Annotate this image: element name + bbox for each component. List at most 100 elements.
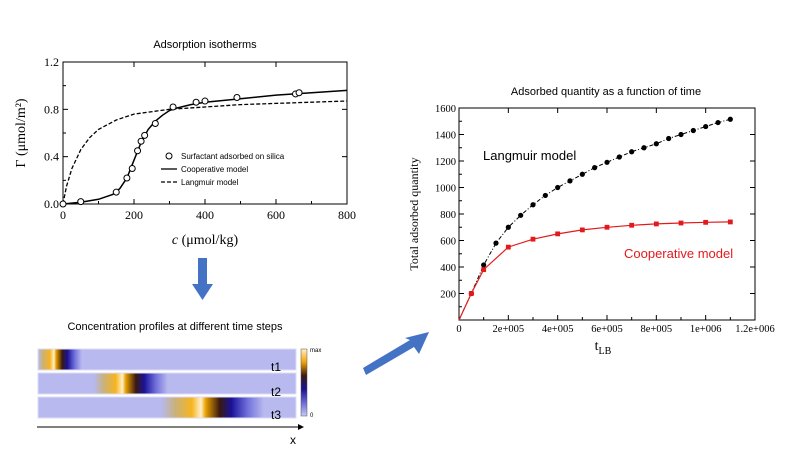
cooperative-series-point <box>604 224 610 230</box>
isotherm-x-tick-label: 800 <box>338 208 356 222</box>
isotherm-x-tick-label: 200 <box>125 208 143 222</box>
langmuir-series-point <box>579 171 585 177</box>
down-arrow <box>192 258 213 300</box>
langmuir-series-line <box>458 118 731 321</box>
langmuir-series-point <box>592 165 598 171</box>
annotation-cooperative: Cooperative model <box>624 246 733 261</box>
adsorbed-tick-labels: 0 2e+005 4e+005 6e+005 8e+005 1e+006 1.2e+006 2… <box>435 104 775 335</box>
adsorbed-x-axis-label: tLB <box>595 339 612 357</box>
adsorbed-axis-ticks <box>458 107 756 320</box>
isotherm-y-tick-label: 0.4 <box>44 150 59 164</box>
langmuir-series-point <box>703 123 709 130</box>
langmuir-series-point <box>727 116 733 122</box>
adsorbed-x-axis-label-main: t <box>595 339 599 354</box>
langmuir-series-point <box>542 192 548 199</box>
cooperative-series-point <box>727 219 733 225</box>
cooperative-series-point <box>629 222 635 228</box>
concentration-band-border <box>37 348 297 371</box>
isotherm-x-axis-label: c (μmol/kg) <box>172 233 239 248</box>
adsorbed-y-tick-label: 600 <box>440 237 456 248</box>
legend-circle-marker <box>165 152 173 160</box>
langmuir-model-curve <box>62 100 348 205</box>
diagonal-arrow-shape <box>363 332 429 375</box>
langmuir-series-point <box>493 240 499 246</box>
langmuir-series-point <box>641 145 647 151</box>
langmuir-series-point <box>530 202 536 208</box>
concentration-band-border <box>37 396 297 419</box>
cooperative-series-point <box>481 267 487 273</box>
isotherm-tick-labels: 0 200 400 600 800 0.0 0.4 0.8 1.2 <box>44 55 356 222</box>
cooperative-series-point <box>468 291 474 296</box>
isotherm-y-tick-label: 0.8 <box>44 102 59 116</box>
surfactant-data-point <box>151 120 159 128</box>
isotherm-x-tick-label: 400 <box>196 208 214 222</box>
surfactant-data-point <box>137 137 145 145</box>
adsorbed-x-tick-label: 1.2e+006 <box>735 324 774 335</box>
cooperative-series-point <box>579 227 585 233</box>
adsorbed-x-tick-label: 4e+005 <box>542 324 574 335</box>
adsorbed-y-tick-label: 200 <box>440 290 456 301</box>
langmuir-series-point <box>616 154 622 160</box>
adsorbed-y-tick-label: 1200 <box>435 157 456 168</box>
adsorbed-y-tick-label: 1600 <box>435 104 456 115</box>
isotherm-y-axis-label: Γ (μmol/m²) <box>14 98 29 168</box>
isotherm-x-axis-label-unit: (μmol/kg) <box>178 233 238 248</box>
diagonal-arrow <box>363 332 429 375</box>
adsorbed-x-tick-label: 8e+005 <box>641 324 673 335</box>
adsorbed-x-tick-label: 2e+005 <box>493 324 525 335</box>
concentration-band-t2 <box>38 373 296 394</box>
adsorbed-y-axis-label: Total adsorbed quantity <box>407 157 421 270</box>
x-direction-label: x <box>290 433 296 447</box>
legend-label-data: Surfactant adsorbed on silica <box>181 152 285 161</box>
surfactant-data-point <box>141 131 149 139</box>
adsorbed-x-tick-label: 0 <box>456 324 461 335</box>
adsorbed-y-tick-label: 400 <box>440 263 456 274</box>
surfactant-data-point <box>59 200 67 208</box>
isotherm-legend: Surfactant adsorbed on silica Cooperativ… <box>161 152 285 187</box>
cooperative-series-line <box>458 221 731 321</box>
cooperative-series-point <box>555 231 561 237</box>
cooperative-series-point <box>653 221 659 227</box>
langmuir-series-point <box>653 141 659 147</box>
isotherm-plot-area <box>59 89 348 208</box>
colorbar: max 0 <box>300 348 321 419</box>
isotherm-y-tick-label: 0.0 <box>44 197 59 211</box>
adsorbed-quantity-chart: Adsorbed quantity as a function of time … <box>407 86 775 357</box>
adsorbed-chart-title: Adsorbed quantity as a function of time <box>511 86 701 98</box>
concentration-band-t3 <box>38 397 296 418</box>
colorbar-max-label: max <box>310 348 321 354</box>
adsorbed-x-tick-label: 6e+005 <box>591 324 623 335</box>
annotation-langmuir: Langmuir model <box>483 148 576 163</box>
adsorbed-y-tick-label: 1000 <box>435 184 456 195</box>
isotherm-y-tick-label: 1.2 <box>44 55 59 69</box>
langmuir-series-point <box>555 184 561 191</box>
langmuir-series-point <box>629 149 635 155</box>
langmuir-series-point <box>715 119 721 126</box>
surfactant-data-point <box>134 147 142 155</box>
langmuir-series-point <box>690 127 696 134</box>
legend-label-langmuir: Langmuir model <box>181 178 239 187</box>
isotherm-x-tick-label: 0 <box>60 208 66 222</box>
surfactant-data-point <box>192 98 200 106</box>
surfactant-data-point <box>295 89 303 97</box>
adsorbed-plot-area <box>458 116 733 321</box>
surfactant-data-point <box>128 165 136 172</box>
profile-bands <box>37 348 297 419</box>
cooperative-series-point <box>703 219 709 225</box>
isotherm-chart: Adsorption isotherms 0 200 400 600 800 0.0 0.4… <box>14 39 356 248</box>
isotherm-x-tick-label: 600 <box>267 208 285 222</box>
adsorbed-y-tick-label: 800 <box>440 210 456 221</box>
colorbar-min-label: 0 <box>310 413 314 419</box>
langmuir-series-point <box>505 224 511 230</box>
adsorbed-plot-frame <box>458 107 756 321</box>
adsorbed-x-axis-label-sub: LB <box>599 346 612 357</box>
langmuir-series-point <box>567 178 573 184</box>
isotherm-chart-title: Adsorption isotherms <box>153 39 257 51</box>
langmuir-series-point <box>666 135 672 142</box>
colorbar-scale <box>300 348 308 417</box>
down-arrow-head <box>192 284 213 300</box>
langmuir-series-point <box>481 262 487 268</box>
surfactant-data-point <box>233 94 241 101</box>
profiles-title: Concentration profiles at different time… <box>67 321 283 333</box>
